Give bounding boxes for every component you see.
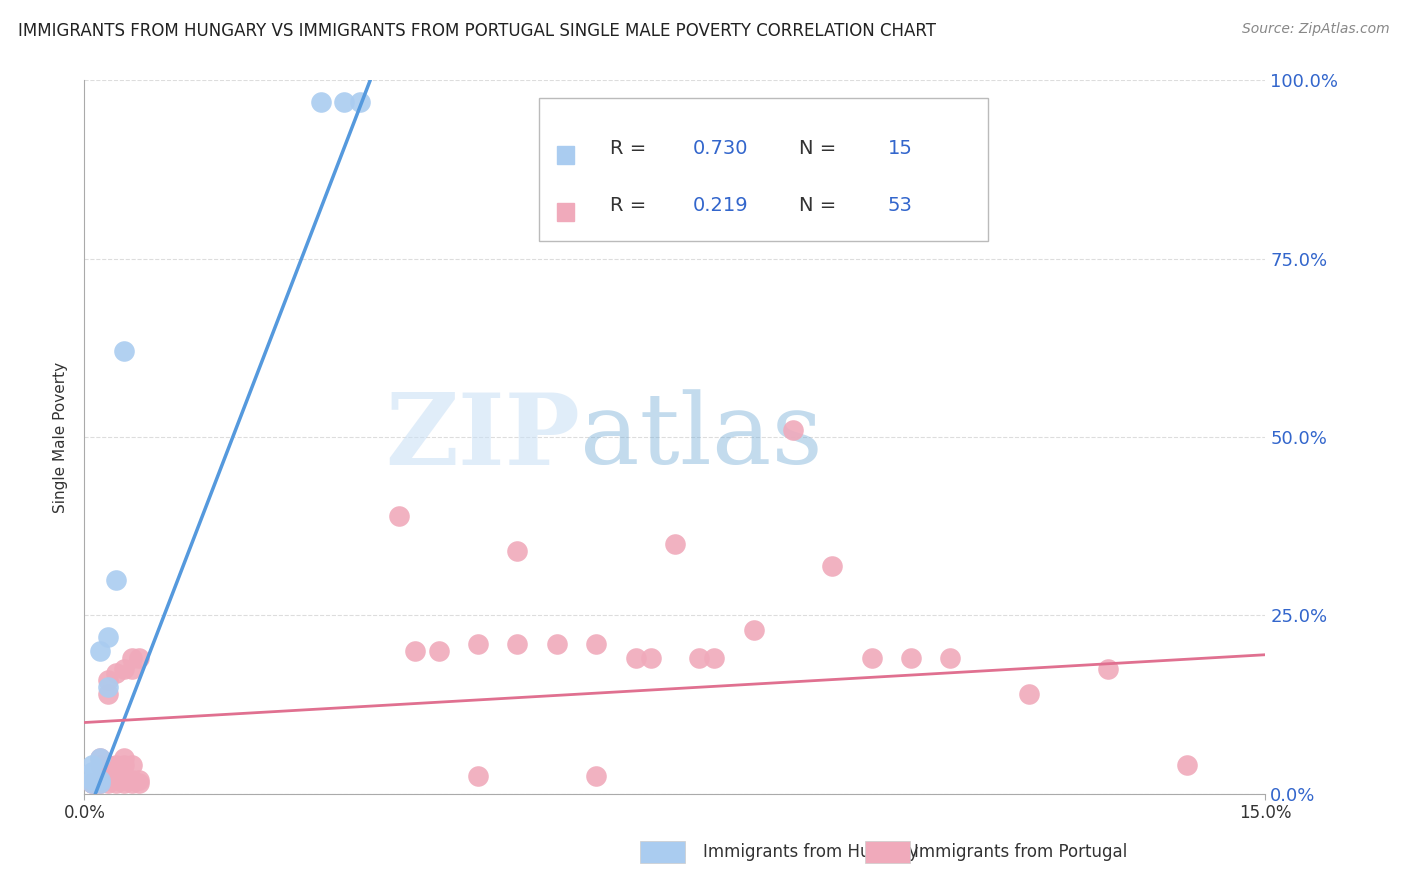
Point [688, 651, 710, 665]
Point [128, 651, 150, 665]
Text: IMMIGRANTS FROM HUNGARY VS IMMIGRANTS FROM PORTUGAL SINGLE MALE POVERTY CORRELAT: IMMIGRANTS FROM HUNGARY VS IMMIGRANTS FR… [18, 22, 936, 40]
Point [860, 651, 883, 665]
Point [506, 544, 529, 558]
Point [121, 758, 143, 772]
Point [112, 662, 135, 676]
Point [89, 751, 111, 765]
Point [97, 673, 120, 687]
Point [121, 772, 143, 787]
Text: 0.219: 0.219 [693, 195, 748, 215]
Point [104, 776, 127, 790]
Point [404, 644, 426, 658]
Point [506, 637, 529, 651]
Point [1018, 687, 1040, 701]
Text: 0.730: 0.730 [693, 138, 748, 158]
Point [703, 651, 725, 665]
Point [89, 751, 111, 765]
Point [89, 776, 111, 790]
Point [388, 508, 411, 523]
Point [82, 776, 104, 790]
Text: Source: ZipAtlas.com: Source: ZipAtlas.com [1241, 22, 1389, 37]
Point [104, 573, 127, 587]
Text: R =: R = [610, 138, 647, 158]
Text: 53: 53 [887, 195, 912, 215]
Point [112, 344, 135, 359]
Point [112, 758, 135, 772]
Point [89, 776, 111, 790]
Point [939, 651, 962, 665]
Text: R =: R = [610, 195, 647, 215]
Point [89, 644, 111, 658]
Point [128, 772, 150, 787]
Point [624, 651, 647, 665]
Point [97, 758, 120, 772]
Bar [557, 203, 575, 221]
Point [112, 751, 135, 765]
FancyBboxPatch shape [538, 98, 988, 241]
Point [121, 776, 143, 790]
Point [82, 765, 104, 780]
Y-axis label: Single Male Poverty: Single Male Poverty [53, 361, 69, 513]
Point [546, 637, 568, 651]
Point [89, 776, 111, 790]
Text: Immigrants from Hungary: Immigrants from Hungary [703, 843, 918, 861]
Point [333, 95, 356, 109]
Point [742, 623, 765, 637]
Point [89, 758, 111, 772]
Point [349, 95, 371, 109]
Bar [557, 146, 575, 164]
Point [82, 776, 104, 790]
Point [664, 537, 686, 551]
Point [121, 651, 143, 665]
Point [89, 772, 111, 787]
Point [89, 772, 111, 787]
Point [585, 769, 607, 783]
Text: Immigrants from Portugal: Immigrants from Portugal [914, 843, 1128, 861]
Point [128, 776, 150, 790]
Text: ZIP: ZIP [385, 389, 581, 485]
Point [585, 637, 607, 651]
Point [821, 558, 844, 573]
Point [309, 95, 332, 109]
Point [900, 651, 922, 665]
Text: atlas: atlas [581, 389, 823, 485]
Point [640, 651, 662, 665]
Point [97, 772, 120, 787]
Point [467, 637, 489, 651]
Point [82, 772, 104, 787]
Point [104, 772, 127, 787]
Point [97, 680, 120, 694]
Point [467, 769, 489, 783]
Point [1097, 662, 1119, 676]
Point [97, 630, 120, 644]
Point [427, 644, 450, 658]
Text: N =: N = [799, 138, 837, 158]
Point [97, 776, 120, 790]
Point [104, 665, 127, 680]
Point [82, 758, 104, 772]
Point [112, 772, 135, 787]
Text: 15: 15 [887, 138, 912, 158]
Text: N =: N = [799, 195, 837, 215]
Point [104, 758, 127, 772]
Point [121, 662, 143, 676]
Point [97, 687, 120, 701]
Point [112, 776, 135, 790]
Point [82, 776, 104, 790]
Point [1175, 758, 1198, 772]
Point [782, 423, 804, 437]
